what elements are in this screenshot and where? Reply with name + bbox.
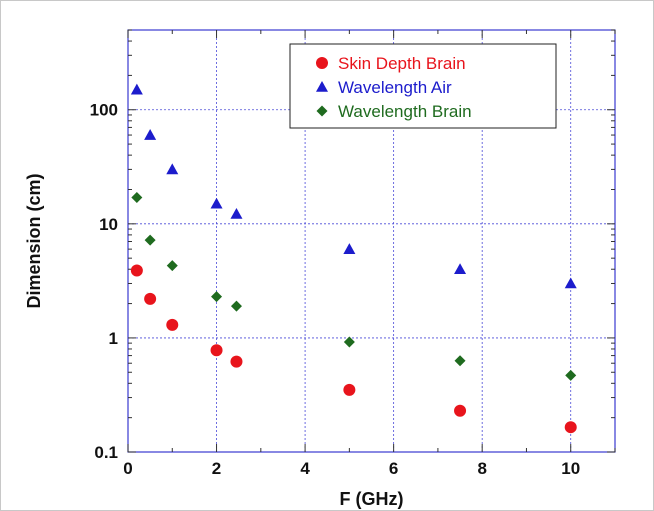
data-point-circle xyxy=(166,318,179,331)
data-point-circle xyxy=(130,264,143,277)
data-point-diamond xyxy=(343,336,355,348)
axis-ticks xyxy=(127,29,616,453)
x-tick-label: 0 xyxy=(123,459,132,478)
data-point-diamond xyxy=(230,300,242,312)
data-point-triangle xyxy=(343,243,356,254)
data-point-triangle xyxy=(130,83,143,95)
data-point-diamond xyxy=(166,260,178,272)
data-point-circle xyxy=(564,421,577,434)
legend-label: Wavelength Brain xyxy=(338,102,472,121)
y-axis-label: Dimension (cm) xyxy=(24,173,44,308)
x-axis-label: F (GHz) xyxy=(340,489,404,509)
data-point-circle xyxy=(454,404,467,417)
data-point-triangle xyxy=(230,207,243,219)
data-point-circle xyxy=(144,292,157,305)
data-point-triangle xyxy=(144,129,157,140)
y-tick-label: 10 xyxy=(99,215,118,234)
data-point-circle xyxy=(230,355,243,368)
y-tick-labels: 0.1 1 10 100 xyxy=(90,101,118,462)
data-point-diamond xyxy=(144,234,156,246)
data-points xyxy=(130,83,577,434)
legend-marker-diamond xyxy=(316,105,328,117)
legend-label: Wavelength Air xyxy=(338,78,452,97)
x-tick-label: 2 xyxy=(212,459,221,478)
y-tick-label: 1 xyxy=(109,329,118,348)
data-point-diamond xyxy=(565,369,577,381)
data-point-triangle xyxy=(454,263,467,275)
data-point-diamond xyxy=(131,192,143,204)
legend-box xyxy=(289,43,557,129)
x-tick-label: 10 xyxy=(561,459,580,478)
data-point-triangle xyxy=(210,197,223,209)
data-point-diamond xyxy=(211,291,223,303)
y-tick-label: 100 xyxy=(90,101,118,120)
x-tick-label: 8 xyxy=(477,459,486,478)
x-tick-label: 6 xyxy=(389,459,398,478)
data-point-circle xyxy=(210,344,223,357)
legend: Skin Depth Brain Wavelength Air Wavelength… xyxy=(289,43,557,129)
series-circle xyxy=(130,264,577,434)
series-triangle xyxy=(130,83,577,289)
x-tick-labels: 0 2 4 6 8 10 xyxy=(123,459,580,478)
data-point-diamond xyxy=(454,355,466,367)
legend-marker-circle xyxy=(316,57,328,69)
x-tick-label: 4 xyxy=(300,459,310,478)
data-point-circle xyxy=(343,383,356,396)
series-diamond xyxy=(131,192,577,381)
data-point-triangle xyxy=(166,163,179,175)
y-tick-label: 0.1 xyxy=(94,443,118,462)
data-point-triangle xyxy=(564,277,577,289)
legend-label: Skin Depth Brain xyxy=(338,54,466,73)
legend-marker-triangle xyxy=(316,81,328,92)
